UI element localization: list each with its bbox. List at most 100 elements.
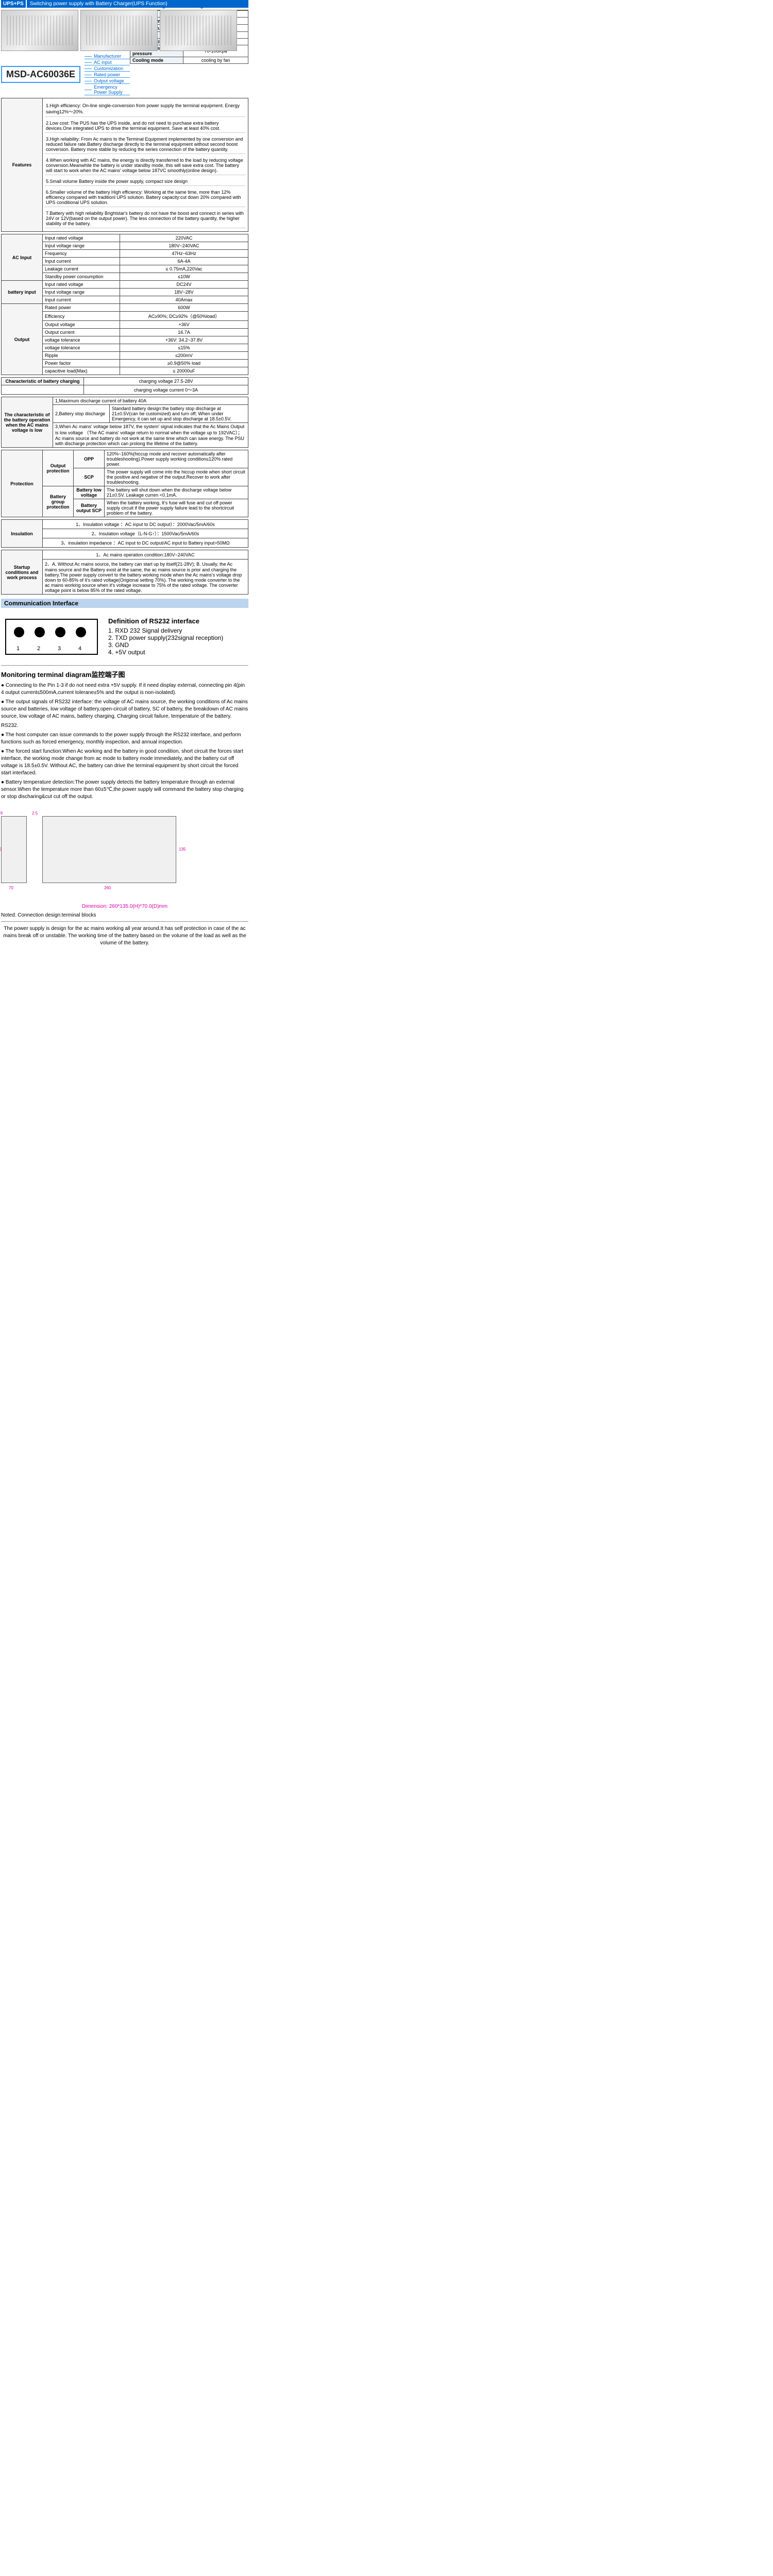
batt-op-r1: 1,Maximum discharge current of battery 4… — [53, 397, 248, 405]
spec-val: AC≥90%; DC≥92%（@50%load） — [120, 312, 248, 321]
spec-val: 18V~28V — [120, 289, 248, 296]
dim-left-m: 5.9 — [0, 811, 3, 816]
pin-2-num: 2 — [37, 646, 40, 652]
out-prot-label: Output protection — [43, 450, 74, 486]
spec-val: ≤200mV — [120, 352, 248, 360]
dim-side-w: 70 — [9, 886, 13, 890]
model-legend: ManufacturerAC inputCustomizationRated p… — [80, 53, 130, 96]
spec-val: DC24V — [120, 281, 248, 289]
pin-4-num: 4 — [78, 646, 81, 652]
spec-val: ≤10W — [120, 273, 248, 281]
prot-label: Protection — [2, 450, 43, 517]
startup-r1: 1、Ac mains operation condition:180V~240V… — [43, 550, 248, 560]
spec-key: Output current — [43, 329, 120, 336]
pin-3-dot — [55, 627, 65, 637]
spec-val: 600W — [120, 304, 248, 312]
monitor-para: ● The host computer can issue commands t… — [1, 732, 248, 746]
spec-val: 180V~240VAC — [120, 242, 248, 250]
legend-item: Emergency Power Supply — [85, 84, 130, 95]
diag-front-view — [42, 816, 176, 883]
legend-item: Output voltage — [85, 78, 130, 84]
protection-table: Protection Output protection OPP 120%~16… — [1, 450, 248, 517]
spec-key: voltage tolerance — [43, 344, 120, 352]
storage-key: Cooling mode — [130, 57, 183, 64]
rs232-connector: 1 2 3 4 — [5, 619, 98, 655]
spec-group-label: battery input — [2, 281, 43, 304]
ins-r2: 2、Insulation voltage（L-N-G↑）：1500Vac/5mA… — [43, 529, 248, 538]
batt-op-table: The characteristic of the battery operat… — [1, 397, 248, 448]
pin-2-dot — [35, 627, 45, 637]
spec-key: Input current — [43, 258, 120, 265]
monitor-para: RS232. — [1, 722, 248, 730]
spec-val: 40Amax — [120, 296, 248, 304]
rs232-definition: Definition of RS232 interface 1. RXD 232… — [108, 617, 223, 656]
feature-item: 3.High reliability: From Ac mains to the… — [45, 135, 246, 154]
ups-tag: UPS+PS — [1, 0, 26, 8]
rs232-title: Definition of RS232 interface — [108, 617, 223, 625]
spec-key: Input current — [43, 296, 120, 304]
model-code: MSD-AC60036E — [1, 66, 80, 83]
diag-side-view — [1, 816, 27, 883]
spec-table: AC InputInput rated voltage220VACInput v… — [1, 234, 248, 375]
insulation-table: Insulation 1、Insulation voltage ：AC inpu… — [1, 519, 248, 548]
spec-val: ≤15% — [120, 344, 248, 352]
monitor-desc: ● Connecting to the Pin 1-3 if do not ne… — [1, 682, 248, 801]
scp-desc: The power supply will come into the hicc… — [105, 468, 248, 486]
charging-label: Characteristic of battery charging — [2, 378, 84, 385]
feature-item: 1.High efficiency: On-line single-conver… — [45, 101, 246, 117]
product-image-2 — [80, 10, 158, 51]
conn-note: Noted: Connection design:terminal blocks — [1, 912, 248, 918]
blv-desc: The battery will shut down when the disc… — [105, 486, 248, 499]
spec-key: Input rated voltage — [43, 281, 120, 289]
monitor-title: Monitoring terminal diagram监控端子图 — [1, 669, 248, 679]
bscp-label: Battery output SCP — [74, 499, 105, 517]
dim-top-h: 2.5 — [32, 811, 38, 816]
header-title: Switching power supply with Battery Char… — [27, 0, 248, 8]
spec-key: Input voltage range — [43, 242, 120, 250]
legend-item: Rated power — [85, 72, 130, 78]
product-images — [1, 10, 248, 51]
spec-group-label: AC Input — [2, 234, 43, 281]
scp-label: SCP — [74, 468, 105, 486]
spec-key: Leakage current — [43, 265, 120, 273]
rs232-item-3: 3. GND — [108, 641, 223, 649]
dim-side-h: 110 — [0, 847, 2, 852]
features-list: 1.High efficiency: On-line single-conver… — [45, 101, 246, 228]
rs232-item-1: 1. RXD 232 Signal delivery — [108, 627, 223, 634]
spec-val: 220VAC — [120, 234, 248, 242]
monitor-para: ● The forced start function:When Ac work… — [1, 748, 248, 777]
opp-label: OPP — [74, 450, 105, 468]
bscp-desc: When the battery working, It's fuse will… — [105, 499, 248, 517]
startup-label: Startup conditions and work process — [2, 550, 43, 595]
ins-r1: 1、Insulation voltage ：AC input to DC out… — [43, 520, 248, 529]
feature-item: 2.Low cost: The PUS has the UPS inside, … — [45, 119, 246, 133]
spec-key: Ripple — [43, 352, 120, 360]
charging-v: charging voltage 27.5-28V — [84, 378, 248, 385]
spec-key: Efficiency — [43, 312, 120, 321]
product-image-1 — [1, 10, 78, 51]
batt-op-r2b: Standard battery design:the battery stop… — [110, 405, 248, 423]
startup-r2: 2、A. Without Ac mains source, the batter… — [43, 560, 248, 595]
spec-key: Standby power consumption — [43, 273, 120, 281]
monitor-para: ● Connecting to the Pin 1-3 if do not ne… — [1, 682, 248, 697]
spec-key: voltage tolerance — [43, 336, 120, 344]
spec-val: +36V: 34.2~37.8V — [120, 336, 248, 344]
opp-desc: 120%~160%(hiccup mode and recover automa… — [105, 450, 248, 468]
spec-key: Power factor — [43, 360, 120, 367]
ins-r3: 3、insulation impedance ：AC input to DC o… — [43, 538, 248, 548]
legend-item: Customization — [85, 66, 130, 72]
product-image-3 — [160, 10, 237, 51]
rs232-item-2: 2. TXD power supply(232signal reception) — [108, 634, 223, 641]
batt-op-label: The characteristic of the battery operat… — [2, 397, 53, 448]
spec-val: +36V — [120, 321, 248, 329]
spec-val: 6A-4A — [120, 258, 248, 265]
spec-key: Input voltage range — [43, 289, 120, 296]
spec-val: 47Hz~63Hz — [120, 250, 248, 258]
dim-text: Dimension: 260*135.0(H)*70.0(D)mm — [1, 904, 248, 909]
pin-1-dot — [14, 627, 24, 637]
footer-note: The power supply is design for the ac ma… — [1, 925, 248, 947]
legend-item: Manufacturer — [85, 54, 130, 59]
spec-val: ≥0.9@50% load — [120, 360, 248, 367]
monitor-para: ● Battery temperature detection:The powe… — [1, 779, 248, 801]
pin-4-dot — [76, 627, 86, 637]
